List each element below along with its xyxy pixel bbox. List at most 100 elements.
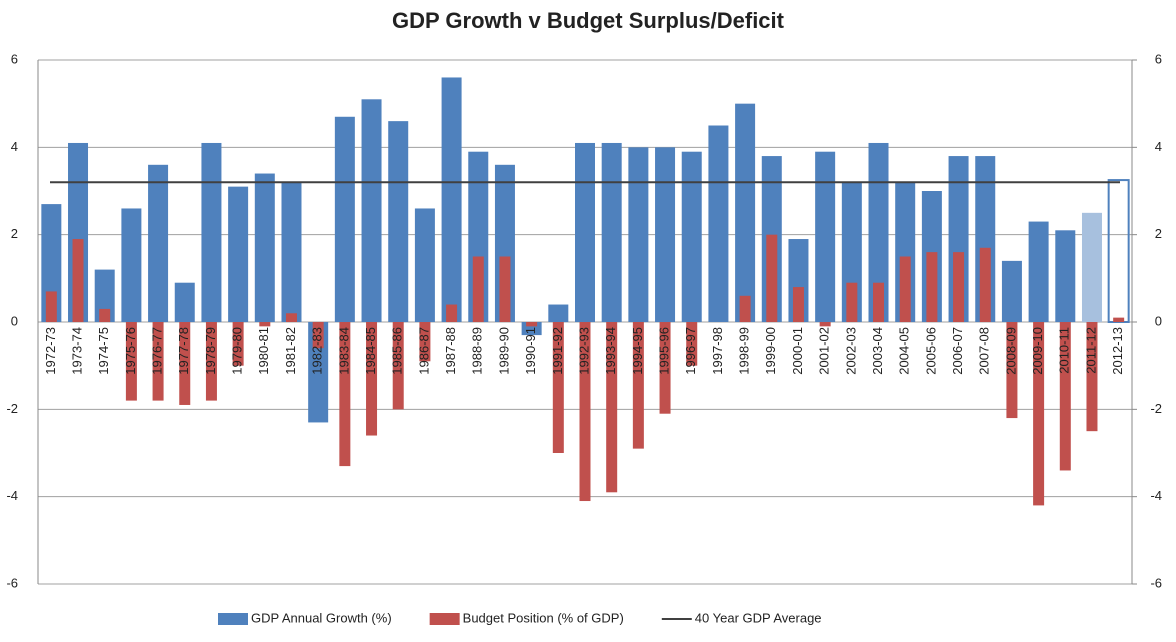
bar bbox=[868, 142, 889, 322]
bar bbox=[259, 322, 271, 327]
y2-tick-label: -6 bbox=[1150, 575, 1162, 590]
x-tick-label: 1982-83 bbox=[310, 327, 325, 375]
bar bbox=[526, 322, 538, 327]
bar bbox=[281, 182, 302, 322]
bar bbox=[414, 208, 435, 322]
bar bbox=[815, 151, 836, 322]
x-tick-label: 1979-80 bbox=[230, 327, 245, 375]
x-tick-label: 1989-90 bbox=[496, 327, 511, 375]
x-tick-label: 1976-77 bbox=[150, 327, 165, 375]
bar bbox=[152, 322, 164, 401]
bar bbox=[1033, 322, 1045, 506]
x-tick-label: 2012-13 bbox=[1110, 327, 1125, 375]
x-tick-label: 2010-11 bbox=[1057, 327, 1072, 374]
bar bbox=[873, 282, 885, 322]
x-tick-label: 1973-74 bbox=[69, 327, 84, 375]
y-tick-label: -4 bbox=[6, 488, 18, 503]
bar bbox=[1113, 317, 1125, 322]
bar bbox=[366, 322, 378, 436]
bar bbox=[1086, 322, 1098, 432]
x-tick-label: 1977-78 bbox=[176, 327, 191, 375]
x-tick-label: 1992-93 bbox=[576, 327, 591, 375]
x-tick-label: 1986-87 bbox=[416, 327, 431, 375]
x-tick-label: 2000-01 bbox=[790, 327, 805, 375]
x-tick-label: 1991-92 bbox=[550, 327, 565, 375]
y2-tick-label: -2 bbox=[1150, 401, 1162, 416]
bar bbox=[792, 287, 804, 322]
y2-tick-label: 2 bbox=[1155, 226, 1162, 241]
bar bbox=[632, 322, 644, 449]
y-tick-label: -2 bbox=[6, 401, 18, 416]
bar bbox=[254, 173, 275, 322]
bar bbox=[361, 99, 382, 322]
bar bbox=[228, 186, 249, 322]
bar bbox=[201, 142, 222, 322]
y-tick-label: 6 bbox=[11, 51, 18, 66]
x-tick-label: 2005-06 bbox=[923, 327, 938, 375]
bar bbox=[1107, 179, 1130, 323]
bar bbox=[1001, 260, 1022, 322]
bar bbox=[125, 322, 137, 401]
legend-label: Budget Position (% of GDP) bbox=[463, 610, 624, 625]
x-tick-label: 1978-79 bbox=[203, 327, 218, 375]
bar bbox=[441, 77, 462, 322]
bar bbox=[148, 164, 169, 322]
bar bbox=[45, 291, 57, 322]
bar bbox=[655, 147, 676, 322]
bar bbox=[575, 142, 595, 322]
bar bbox=[686, 322, 698, 366]
x-tick-label: 1990-91 bbox=[523, 327, 538, 375]
x-tick-label: 2004-05 bbox=[897, 327, 912, 375]
bar bbox=[1059, 322, 1071, 471]
x-tick-label: 1984-85 bbox=[363, 327, 378, 375]
bar bbox=[174, 282, 195, 322]
bar bbox=[819, 322, 831, 327]
x-tick-label: 1995-96 bbox=[656, 327, 671, 375]
bar bbox=[601, 142, 622, 322]
bar bbox=[548, 304, 569, 322]
x-tick-label: 1997-98 bbox=[710, 327, 725, 375]
x-tick-label: 1993-94 bbox=[603, 327, 618, 375]
bar bbox=[392, 322, 404, 410]
y-tick-label: 2 bbox=[11, 226, 18, 241]
bar bbox=[72, 239, 84, 322]
y2-tick-label: 6 bbox=[1155, 51, 1162, 66]
bar bbox=[232, 322, 244, 366]
x-tick-label: 1996-97 bbox=[683, 327, 698, 375]
x-tick-label: 2009-10 bbox=[1030, 327, 1045, 375]
bar bbox=[953, 252, 965, 322]
bar bbox=[472, 256, 484, 322]
legend-swatch bbox=[429, 613, 460, 625]
y2-tick-label: 0 bbox=[1155, 313, 1162, 328]
bar bbox=[1028, 221, 1049, 322]
x-tick-label: 1983-84 bbox=[336, 327, 351, 375]
bar bbox=[735, 103, 756, 323]
bar bbox=[979, 247, 991, 322]
x-tick-label: 1985-86 bbox=[390, 327, 405, 375]
bar bbox=[388, 121, 409, 322]
bar bbox=[579, 322, 591, 502]
bar bbox=[681, 151, 702, 322]
bar bbox=[766, 234, 778, 322]
legend-label: GDP Annual Growth (%) bbox=[251, 610, 392, 625]
x-tick-label: 2003-04 bbox=[870, 327, 885, 375]
bar bbox=[708, 125, 729, 322]
bar bbox=[628, 147, 649, 322]
bar bbox=[312, 322, 324, 349]
bar bbox=[446, 304, 458, 322]
x-tick-label: 1975-76 bbox=[123, 327, 138, 375]
chart-title: GDP Growth v Budget Surplus/Deficit bbox=[392, 8, 785, 33]
x-tick-label: 1994-95 bbox=[630, 327, 645, 375]
bar bbox=[334, 116, 355, 323]
bar bbox=[121, 208, 142, 322]
bar bbox=[552, 322, 564, 453]
bar bbox=[499, 256, 511, 322]
x-tick-label: 2011-12 bbox=[1083, 327, 1098, 374]
x-tick-label: 2007-08 bbox=[977, 327, 992, 375]
x-tick-label: 1980-81 bbox=[256, 327, 271, 375]
bar bbox=[1055, 230, 1076, 322]
bar bbox=[846, 282, 858, 322]
x-tick-label: 2002-03 bbox=[843, 327, 858, 375]
x-tick-label: 2006-07 bbox=[950, 327, 965, 375]
y-tick-label: 0 bbox=[11, 313, 18, 328]
